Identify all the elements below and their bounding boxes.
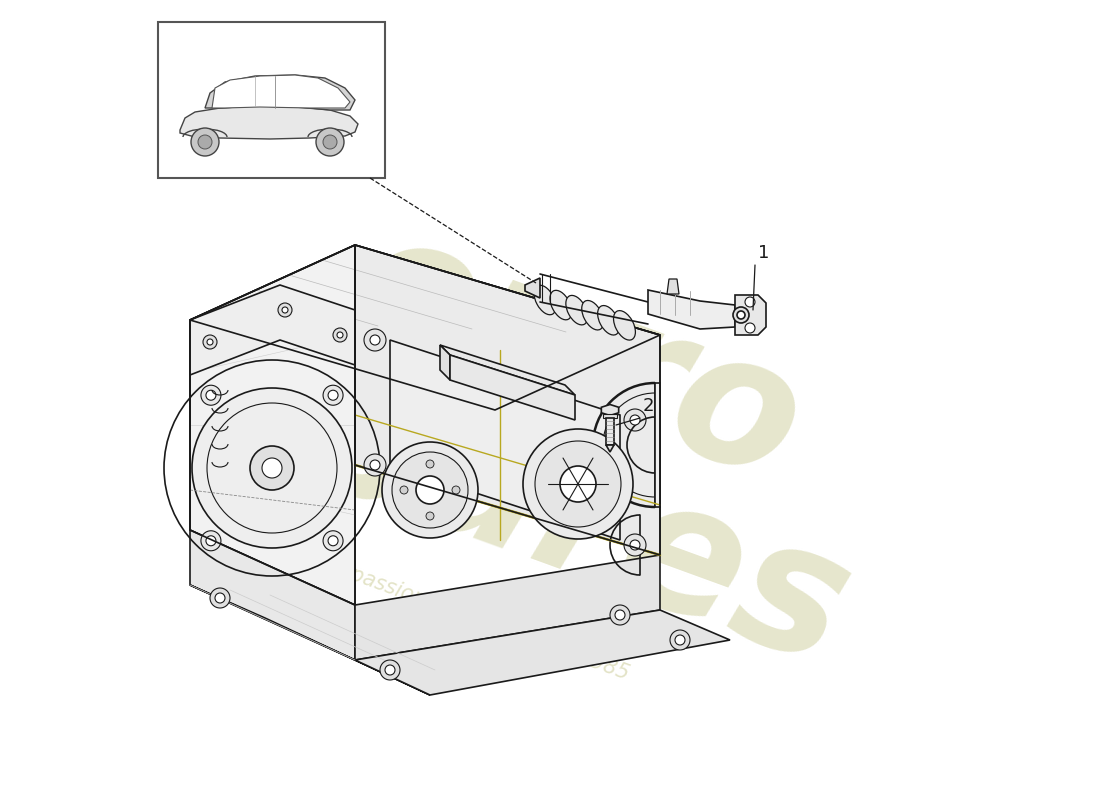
Polygon shape — [648, 290, 735, 329]
Text: a passion for parts since 1985: a passion for parts since 1985 — [329, 557, 631, 683]
Polygon shape — [205, 75, 355, 110]
Polygon shape — [390, 340, 620, 540]
Circle shape — [382, 442, 478, 538]
Circle shape — [337, 332, 343, 338]
Circle shape — [333, 328, 346, 342]
Circle shape — [201, 386, 221, 406]
Polygon shape — [190, 585, 430, 695]
Polygon shape — [355, 555, 660, 660]
Circle shape — [426, 460, 434, 468]
Circle shape — [535, 441, 622, 527]
Circle shape — [207, 339, 213, 345]
Polygon shape — [654, 383, 660, 507]
Circle shape — [379, 660, 400, 680]
Circle shape — [206, 536, 216, 546]
Circle shape — [370, 460, 379, 470]
Polygon shape — [606, 445, 614, 452]
Ellipse shape — [597, 306, 619, 335]
Circle shape — [323, 530, 343, 550]
Polygon shape — [190, 530, 355, 660]
Circle shape — [630, 415, 640, 425]
Circle shape — [191, 128, 219, 156]
Polygon shape — [735, 295, 766, 335]
Circle shape — [522, 429, 632, 539]
Ellipse shape — [565, 295, 587, 325]
Circle shape — [328, 390, 338, 400]
Circle shape — [364, 454, 386, 476]
Polygon shape — [355, 610, 730, 695]
Circle shape — [282, 307, 288, 313]
Circle shape — [328, 536, 338, 546]
Ellipse shape — [535, 286, 556, 314]
Ellipse shape — [614, 310, 636, 340]
Polygon shape — [603, 414, 617, 418]
Circle shape — [210, 588, 230, 608]
Circle shape — [615, 610, 625, 620]
Circle shape — [250, 446, 294, 490]
Circle shape — [278, 303, 292, 317]
Circle shape — [560, 466, 596, 502]
Polygon shape — [602, 405, 618, 415]
Circle shape — [316, 128, 344, 156]
Circle shape — [745, 323, 755, 333]
Polygon shape — [190, 245, 660, 410]
Circle shape — [370, 335, 379, 345]
Circle shape — [323, 135, 337, 149]
Circle shape — [452, 486, 460, 494]
Circle shape — [737, 311, 745, 319]
Polygon shape — [606, 418, 614, 445]
Circle shape — [385, 665, 395, 675]
Circle shape — [745, 297, 755, 307]
Polygon shape — [440, 345, 575, 395]
Circle shape — [201, 530, 221, 550]
Ellipse shape — [550, 290, 572, 320]
Polygon shape — [355, 245, 660, 555]
Circle shape — [392, 452, 468, 528]
Circle shape — [733, 307, 749, 323]
Polygon shape — [667, 279, 679, 294]
Circle shape — [624, 409, 646, 431]
Text: 1: 1 — [758, 244, 769, 262]
Circle shape — [206, 390, 216, 400]
Circle shape — [624, 534, 646, 556]
Circle shape — [610, 605, 630, 625]
Circle shape — [675, 635, 685, 645]
Polygon shape — [190, 285, 355, 375]
Polygon shape — [450, 355, 575, 420]
Ellipse shape — [192, 388, 352, 548]
Polygon shape — [212, 75, 350, 108]
Text: euro
spares: euro spares — [175, 158, 925, 702]
Circle shape — [262, 458, 282, 478]
Circle shape — [364, 329, 386, 351]
Circle shape — [198, 135, 212, 149]
Polygon shape — [180, 106, 358, 139]
Circle shape — [670, 630, 690, 650]
Bar — [158, 22, 385, 178]
Polygon shape — [190, 245, 355, 605]
Circle shape — [416, 476, 444, 504]
Circle shape — [400, 486, 408, 494]
Circle shape — [426, 512, 434, 520]
Polygon shape — [440, 345, 450, 380]
Polygon shape — [525, 278, 540, 298]
Ellipse shape — [582, 301, 604, 330]
Circle shape — [214, 593, 225, 603]
Text: 2: 2 — [644, 397, 654, 415]
Circle shape — [204, 335, 217, 349]
Circle shape — [630, 540, 640, 550]
Circle shape — [323, 386, 343, 406]
